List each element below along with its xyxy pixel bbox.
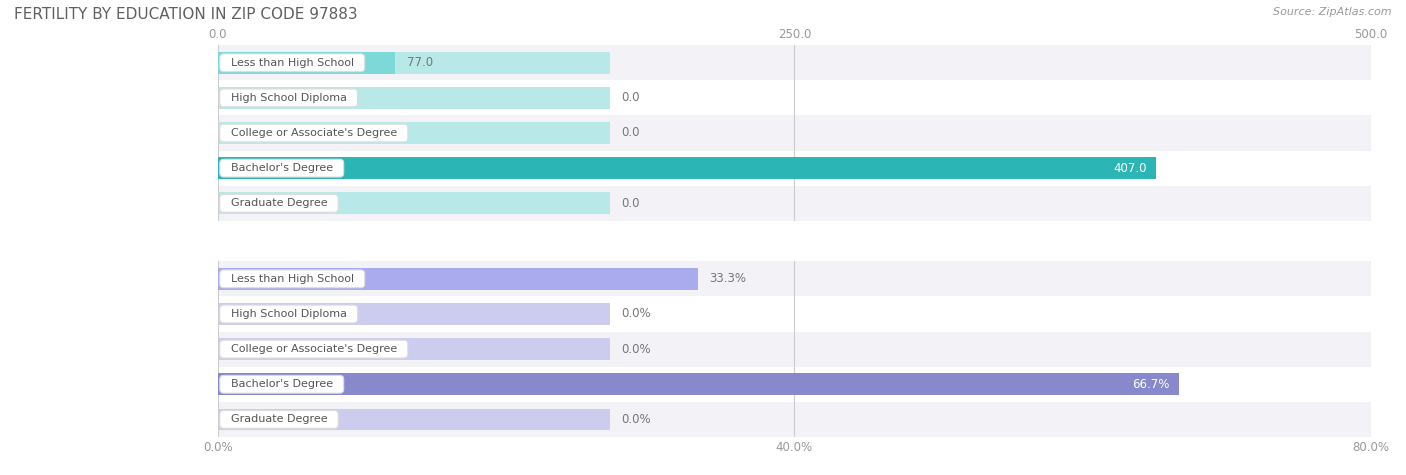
Bar [218, 52, 610, 74]
Bar [218, 303, 610, 325]
Text: 77.0: 77.0 [406, 56, 433, 69]
Text: Bachelor's Degree: Bachelor's Degree [224, 163, 340, 173]
Bar [218, 367, 1371, 402]
Bar [218, 338, 610, 360]
Bar [218, 157, 1156, 179]
Bar [218, 151, 1371, 186]
Text: 0.0%: 0.0% [621, 307, 651, 321]
Text: High School Diploma: High School Diploma [224, 93, 354, 103]
Text: 33.3%: 33.3% [710, 272, 747, 285]
Bar [218, 261, 1371, 296]
Text: Less than High School: Less than High School [224, 274, 361, 284]
Bar [218, 52, 395, 74]
Text: 0.0%: 0.0% [621, 342, 651, 356]
Text: 66.7%: 66.7% [1133, 378, 1170, 391]
Bar [218, 402, 1371, 437]
Bar [218, 115, 1371, 151]
Bar [218, 45, 1371, 80]
Bar [218, 157, 610, 179]
Text: 0.0%: 0.0% [621, 413, 651, 426]
Bar [218, 122, 610, 144]
Bar [218, 268, 610, 290]
Bar [218, 373, 1180, 395]
Text: Less than High School: Less than High School [224, 57, 361, 68]
Text: 0.0: 0.0 [621, 126, 640, 140]
Bar [218, 268, 697, 290]
Text: Source: ZipAtlas.com: Source: ZipAtlas.com [1274, 7, 1392, 17]
Text: FERTILITY BY EDUCATION IN ZIP CODE 97883: FERTILITY BY EDUCATION IN ZIP CODE 97883 [14, 7, 357, 22]
Text: 0.0: 0.0 [621, 91, 640, 104]
Text: College or Associate's Degree: College or Associate's Degree [224, 128, 404, 138]
Bar [218, 332, 1371, 367]
Text: 0.0: 0.0 [621, 197, 640, 210]
Text: High School Diploma: High School Diploma [224, 309, 354, 319]
Bar [218, 296, 1371, 332]
Bar [218, 408, 610, 430]
Bar [218, 192, 610, 214]
Text: Graduate Degree: Graduate Degree [224, 414, 335, 425]
Text: 407.0: 407.0 [1114, 162, 1147, 175]
Text: Bachelor's Degree: Bachelor's Degree [224, 379, 340, 389]
Text: Graduate Degree: Graduate Degree [224, 198, 335, 209]
Bar [218, 80, 1371, 115]
Text: College or Associate's Degree: College or Associate's Degree [224, 344, 404, 354]
Bar [218, 186, 1371, 221]
Bar [218, 373, 610, 395]
Bar [218, 87, 610, 109]
